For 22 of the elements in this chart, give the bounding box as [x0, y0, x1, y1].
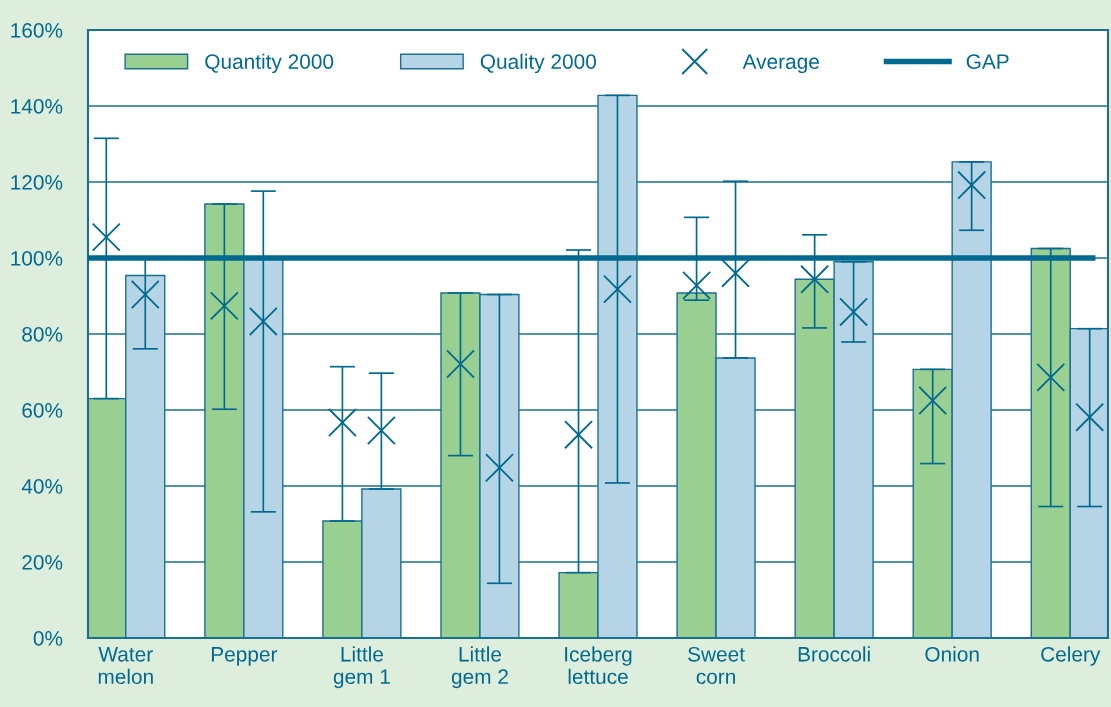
y-tick-label: 20%: [22, 555, 63, 570]
x-tick-label: Broccoli: [798, 646, 870, 662]
y-tick-label: 0%: [33, 631, 63, 646]
x-tick-label: Little gem 1: [333, 646, 390, 689]
x-tick-label: Sweet corn: [688, 646, 745, 685]
legend-label: GAP: [966, 54, 1009, 70]
y-tick-label: 40%: [21, 479, 63, 494]
y-tick-label: 160%: [11, 23, 63, 38]
legend-label: Quality 2000: [480, 53, 596, 74]
legend-label: Quantity 2000: [205, 53, 334, 74]
x-tick-label: Water melon: [98, 647, 153, 685]
x-tick-label: Pepper: [211, 647, 278, 666]
x-tick-label: Celery: [1041, 646, 1101, 666]
y-tick-label: 80%: [22, 327, 63, 342]
y-tick-label: 100%: [11, 251, 63, 266]
y-tick-label: 140%: [11, 99, 63, 114]
x-tick-label: Iceberg lettuce: [565, 646, 632, 685]
y-tick-label: 60%: [22, 403, 63, 418]
x-tick-label: Onion: [925, 646, 979, 662]
y-tick-label: 120%: [11, 175, 63, 190]
x-tick-label: Little gem 2: [451, 646, 508, 689]
legend-label: Average: [742, 54, 819, 74]
